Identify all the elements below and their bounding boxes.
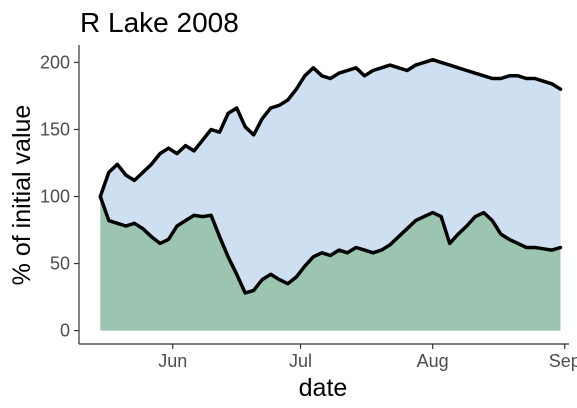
y-axis-ticks: 0 50 100 150 200 [40,52,79,340]
x-axis-title: date [299,374,348,402]
y-tick-label: 0 [60,321,70,341]
plot-area [100,60,560,331]
y-tick-label: 150 [40,119,70,139]
x-tick-label: Jun [158,351,187,371]
x-tick-label: Jul [289,351,312,371]
y-tick-label: 100 [40,187,70,207]
y-tick-label: 50 [50,254,70,274]
x-axis-ticks: Jun Jul Aug Sep [158,344,577,371]
y-axis-title: % of initial value [8,105,36,286]
area-layer [100,60,560,331]
x-tick-label: Sep [549,351,577,371]
y-tick-label: 200 [40,52,70,72]
x-tick-label: Aug [417,351,449,371]
chart-title: R Lake 2008 [80,7,239,38]
